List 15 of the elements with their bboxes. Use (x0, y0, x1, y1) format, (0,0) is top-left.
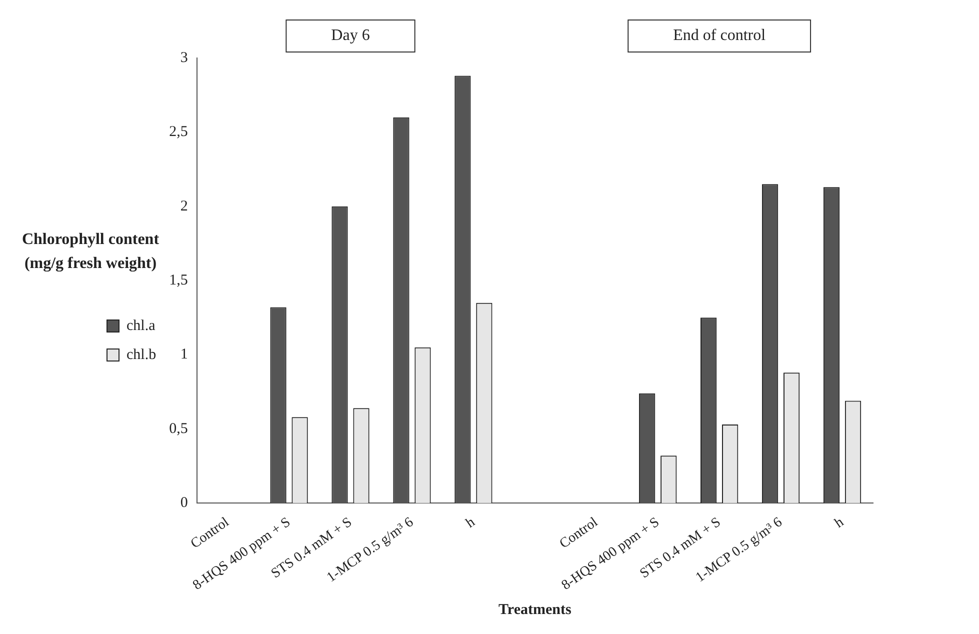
y-tick-label: 3 (180, 50, 188, 66)
y-tick-label: 0,5 (169, 420, 188, 437)
x-tick-label: h (832, 515, 847, 532)
legend-label: chl.b (126, 346, 156, 363)
y-axis-title: Chlorophyll content (mg/g fresh weight) (22, 231, 160, 272)
x-tick-label: h (464, 515, 478, 532)
text: End of control (673, 27, 766, 44)
x-axis-title: Treatments (498, 602, 572, 618)
text: Day 6 (331, 27, 370, 44)
y-tick-label: 2 (180, 198, 188, 214)
y-tick-label: 1 (180, 346, 188, 363)
y-tick-label: 2,5 (169, 124, 188, 140)
legend-label: chl.a (126, 318, 156, 334)
y-tick-label: 0 (180, 495, 188, 512)
y-tick-label: 1,5 (169, 272, 188, 289)
